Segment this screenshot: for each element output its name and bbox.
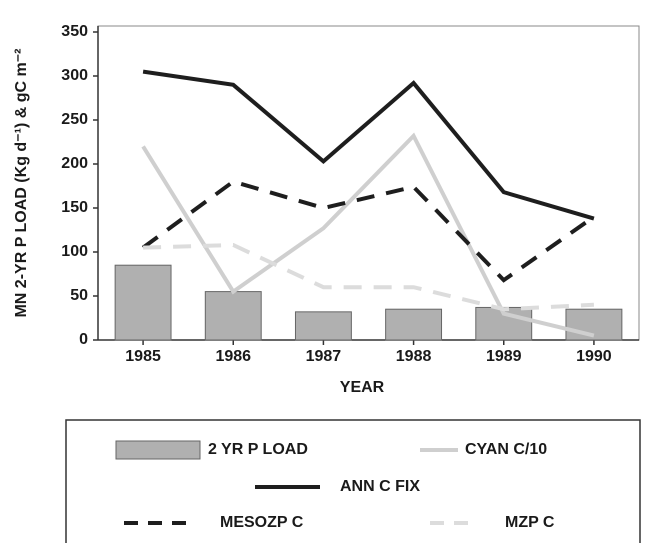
- y-tick-label: 50: [70, 287, 88, 304]
- y-tick-label: 100: [61, 243, 88, 260]
- legend-label: MESOZP C: [220, 514, 304, 531]
- y-tick-label: 350: [61, 23, 88, 40]
- bar: [294, 311, 352, 341]
- y-axis-label: MN 2-YR P LOAD (Kg d⁻¹) & gC m⁻²: [13, 48, 30, 317]
- x-tick-label: 1985: [125, 348, 161, 365]
- x-tick-label: 1988: [396, 348, 432, 365]
- x-axis-label: YEAR: [340, 379, 385, 396]
- y-tick-label: 150: [61, 199, 88, 216]
- legend-label: ANN C FIX: [340, 478, 420, 495]
- x-tick-label: 1987: [306, 348, 342, 365]
- legend-swatch: [115, 440, 201, 460]
- bar: [385, 308, 443, 341]
- legend-box: [65, 419, 641, 543]
- y-tick-label: 0: [79, 331, 88, 348]
- line: [142, 69, 595, 221]
- x-tick-label: 1989: [486, 348, 522, 365]
- line: [141, 179, 596, 283]
- y-tick-label: 300: [61, 67, 88, 84]
- legend-label: MZP C: [505, 514, 555, 531]
- x-tick-label: 1990: [576, 348, 612, 365]
- legend-label: CYAN C/10: [465, 441, 547, 458]
- y-tick-label: 200: [61, 155, 88, 172]
- line: [143, 242, 595, 312]
- bar: [204, 291, 262, 341]
- bar: [114, 264, 172, 341]
- y-tick-label: 250: [61, 111, 88, 128]
- legend-label: 2 YR P LOAD: [208, 441, 308, 458]
- line: [141, 132, 595, 338]
- x-tick-label: 1986: [215, 348, 251, 365]
